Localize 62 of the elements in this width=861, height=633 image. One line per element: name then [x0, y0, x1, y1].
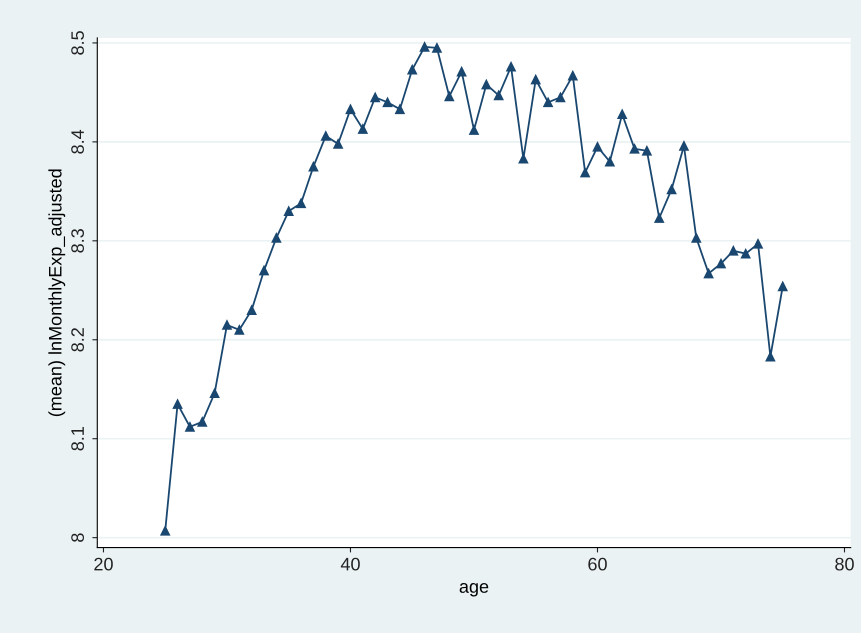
point [296, 198, 306, 208]
point [481, 80, 492, 90]
point [506, 62, 516, 72]
point [333, 138, 343, 149]
point [320, 131, 331, 141]
point [691, 232, 702, 243]
point [543, 97, 553, 108]
point [530, 74, 541, 84]
point [234, 325, 244, 335]
point [469, 125, 479, 135]
y-tick-label: 8.1 [71, 427, 84, 450]
point [642, 146, 652, 156]
point [284, 206, 294, 216]
point [185, 422, 195, 432]
point [766, 352, 776, 362]
y-tick-label: 8.2 [71, 328, 84, 352]
y-tick-label: 8.4 [71, 130, 84, 154]
point [382, 97, 392, 108]
point [160, 526, 170, 536]
point [407, 64, 418, 75]
point [444, 91, 454, 102]
point [172, 399, 182, 409]
point [679, 140, 689, 151]
point [420, 42, 430, 52]
point [580, 168, 590, 178]
x-tick-label: 20 [94, 558, 113, 571]
point [395, 104, 405, 114]
point [246, 305, 257, 315]
point [370, 92, 380, 102]
point [346, 104, 356, 114]
point [556, 92, 566, 102]
point [494, 90, 504, 100]
x-tick-label: 80 [835, 558, 854, 571]
point [704, 268, 714, 278]
point [432, 43, 442, 53]
point [197, 417, 208, 427]
y-tick-label: 8 [71, 533, 84, 542]
x-tick-label: 60 [588, 558, 607, 571]
point [222, 320, 232, 330]
point [592, 142, 602, 152]
y-tick-label: 8.3 [71, 229, 84, 253]
point [358, 124, 368, 134]
point [630, 144, 640, 154]
point [617, 109, 628, 120]
point [259, 266, 269, 276]
point [654, 213, 664, 223]
point [740, 248, 751, 259]
point [716, 258, 726, 268]
point [272, 232, 282, 243]
point [210, 388, 220, 398]
x-axis-title: age [460, 583, 488, 596]
point [666, 184, 676, 194]
point [778, 281, 788, 292]
point [568, 70, 578, 80]
y-axis-title: (mean) lnMonthlyExp_adjusted [48, 169, 66, 416]
point [604, 156, 615, 167]
y-tick-label: 8.5 [71, 31, 84, 55]
point [308, 162, 318, 172]
point [456, 66, 466, 76]
x-tick-label: 40 [340, 558, 360, 571]
point [728, 246, 738, 256]
point [753, 238, 763, 249]
